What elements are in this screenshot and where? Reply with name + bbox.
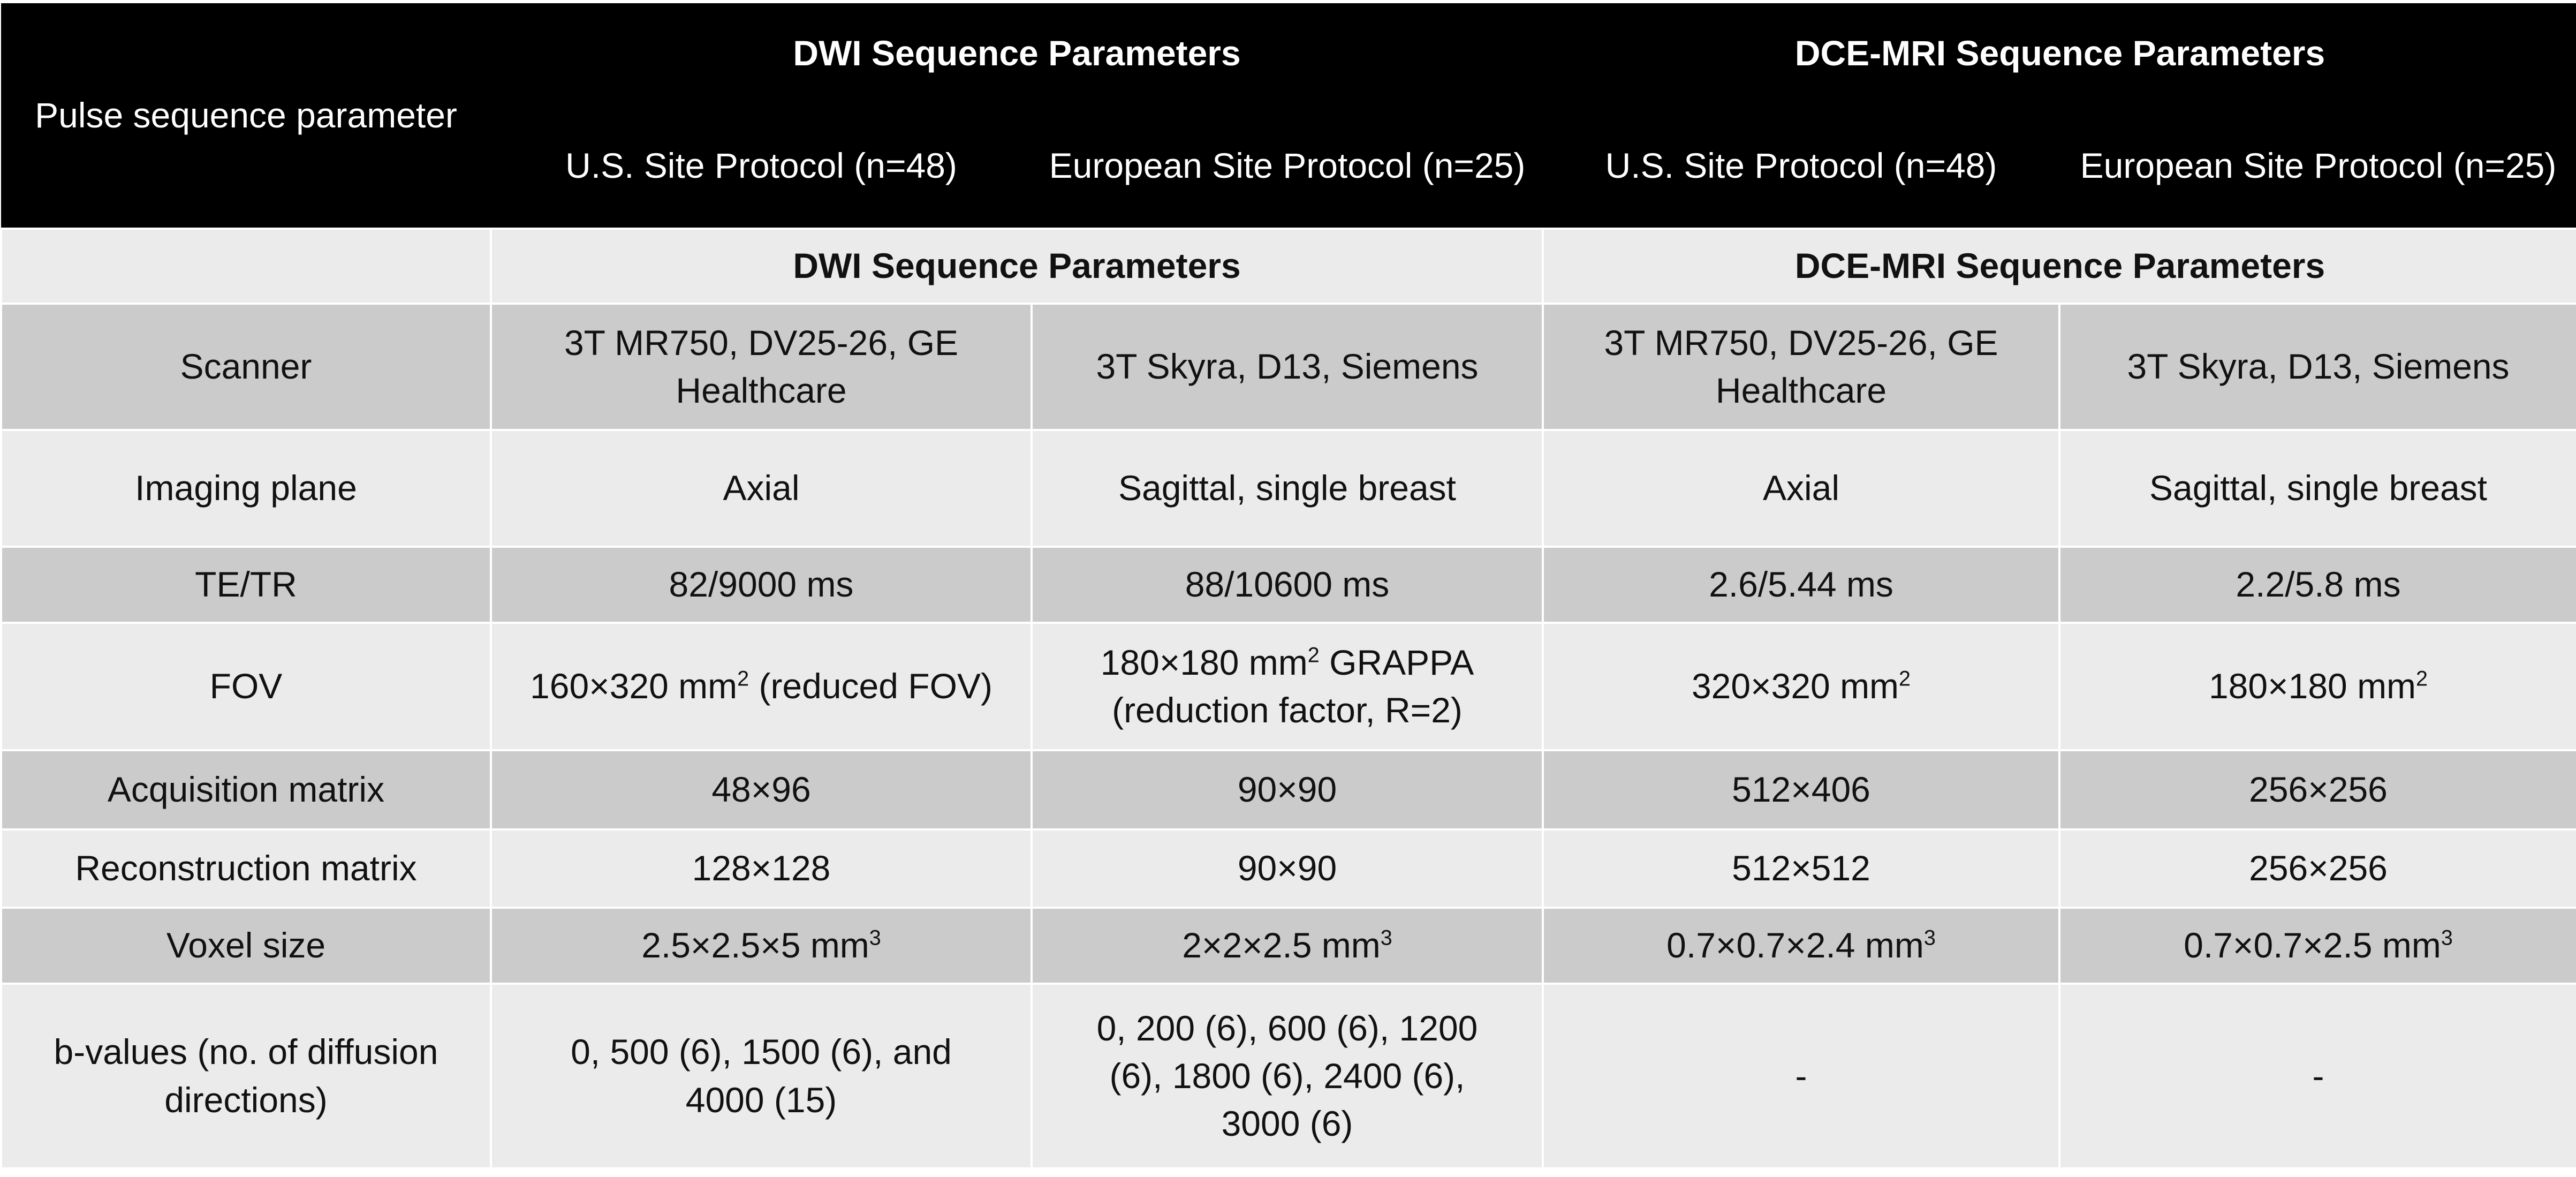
dce-eu-cell: 256×256	[2058, 828, 2576, 909]
table-row: Voxel size 2.5×2.5×5 mm3 2×2×2.5 mm3 0.7…	[0, 907, 2576, 985]
dwi-us-cell: 160×320 mm2 (reduced FOV)	[490, 622, 1033, 751]
param-cell: FOV	[0, 622, 492, 751]
dwi-us-cell: 48×96	[490, 749, 1033, 831]
header-dwi-group: DWI Sequence Parameters	[491, 3, 1543, 104]
subheader-dwi: DWI Sequence Parameters	[490, 228, 1544, 305]
subheader-row: DWI Sequence Parameters DCE-MRI Sequence…	[0, 228, 2576, 305]
dwi-eu-cell: 2×2×2.5 mm3	[1031, 907, 1544, 985]
value-text: 2×2×2.5 mm	[1182, 925, 1381, 965]
dce-us-cell: Axial	[1542, 429, 2060, 548]
mri-parameters-table: Pulse sequence parameter DWI Sequence Pa…	[0, 3, 2576, 1170]
dce-eu-cell: 2.2/5.8 ms	[2058, 546, 2576, 624]
value-text: 0.7×0.7×2.4 mm	[1666, 925, 1924, 965]
dce-us-cell: 0.7×0.7×2.4 mm3	[1542, 907, 2060, 985]
subheader-dce: DCE-MRI Sequence Parameters	[1541, 228, 2576, 305]
dce-eu-cell: 3T Skyra, D13, Siemens	[2058, 303, 2576, 431]
table-row: TE/TR 82/9000 ms 88/10600 ms 2.6/5.44 ms…	[0, 546, 2576, 624]
dce-us-cell: 3T MR750, DV25-26, GE Healthcare	[1542, 303, 2060, 431]
dwi-eu-cell: 88/10600 ms	[1031, 546, 1544, 624]
dwi-us-cell: 82/9000 ms	[490, 546, 1033, 624]
table-row: Scanner 3T MR750, DV25-26, GE Healthcare…	[0, 303, 2576, 431]
dwi-us-cell: 2.5×2.5×5 mm3	[490, 907, 1033, 985]
dce-us-cell: 2.6/5.44 ms	[1542, 546, 2060, 624]
table-row: Reconstruction matrix 128×128 90×90 512×…	[0, 828, 2576, 909]
value-text: 160×320 mm	[530, 666, 738, 706]
superscript: 3	[1380, 926, 1392, 950]
param-cell: b-values (no. of diffusion directions)	[0, 983, 492, 1170]
dwi-eu-cell: 90×90	[1031, 828, 1544, 909]
superscript: 2	[2416, 667, 2428, 691]
table-row: Imaging plane Axial Sagittal, single bre…	[0, 429, 2576, 548]
superscript: 3	[869, 926, 881, 950]
value-text: GRAPPA (reduction factor, R=2)	[1112, 642, 1474, 730]
value-text: 180×180 mm	[1100, 642, 1308, 682]
param-cell: Reconstruction matrix	[0, 828, 492, 909]
dce-us-cell: 320×320 mm2	[1542, 622, 2060, 751]
dwi-us-cell: 3T MR750, DV25-26, GE Healthcare	[490, 303, 1033, 431]
header-dwi-european-site: European Site Protocol (n=25)	[1032, 104, 1543, 229]
dce-us-cell: -	[1542, 983, 2060, 1170]
dce-eu-cell: 180×180 mm2	[2058, 622, 2576, 751]
dwi-us-cell: 0, 500 (6), 1500 (6), and 4000 (15)	[490, 983, 1033, 1170]
header-pulse-sequence-parameter: Pulse sequence parameter	[1, 3, 491, 229]
dce-us-cell: 512×406	[1542, 749, 2060, 831]
superscript: 3	[2441, 926, 2453, 950]
dwi-us-cell: Axial	[490, 429, 1033, 548]
table-row: Acquisition matrix 48×96 90×90 512×406 2…	[0, 749, 2576, 831]
superscript: 2	[1899, 667, 1911, 691]
subheader-empty-cell	[0, 228, 492, 305]
param-cell: Imaging plane	[0, 429, 492, 548]
superscript: 3	[1923, 926, 1936, 950]
value-text: (reduced FOV)	[749, 666, 992, 706]
value-text: 180×180 mm	[2208, 666, 2416, 706]
value-text: 2.5×2.5×5 mm	[641, 925, 869, 965]
dwi-eu-cell: 90×90	[1031, 749, 1544, 831]
header-dce-group: DCE-MRI Sequence Parameters	[1543, 3, 2576, 104]
dce-us-cell: 512×512	[1542, 828, 2060, 909]
dce-eu-cell: 0.7×0.7×2.5 mm3	[2058, 907, 2576, 985]
superscript: 2	[737, 667, 749, 691]
dwi-eu-cell: 0, 200 (6), 600 (6), 1200 (6), 1800 (6),…	[1031, 983, 1544, 1170]
param-cell: TE/TR	[0, 546, 492, 624]
dce-eu-cell: 256×256	[2058, 749, 2576, 831]
dce-eu-cell: Sagittal, single breast	[2058, 429, 2576, 548]
value-text: 0.7×0.7×2.5 mm	[2184, 925, 2441, 965]
dce-eu-cell: -	[2058, 983, 2576, 1170]
header-dce-european-site: European Site Protocol (n=25)	[2059, 104, 2576, 229]
dwi-eu-cell: 3T Skyra, D13, Siemens	[1031, 303, 1544, 431]
dwi-eu-cell: 180×180 mm2 GRAPPA (reduction factor, R=…	[1031, 622, 1544, 751]
superscript: 2	[1307, 643, 1320, 667]
param-cell: Acquisition matrix	[0, 749, 492, 831]
value-text: 320×320 mm	[1691, 666, 1899, 706]
param-cell: Scanner	[0, 303, 492, 431]
dwi-eu-cell: Sagittal, single breast	[1031, 429, 1544, 548]
header-dwi-us-site: U.S. Site Protocol (n=48)	[491, 104, 1032, 229]
table-row: FOV 160×320 mm2 (reduced FOV) 180×180 mm…	[0, 622, 2576, 751]
header-dce-us-site: U.S. Site Protocol (n=48)	[1543, 104, 2059, 229]
table-row: b-values (no. of diffusion directions) 0…	[0, 983, 2576, 1170]
param-cell: Voxel size	[0, 907, 492, 985]
dwi-us-cell: 128×128	[490, 828, 1033, 909]
